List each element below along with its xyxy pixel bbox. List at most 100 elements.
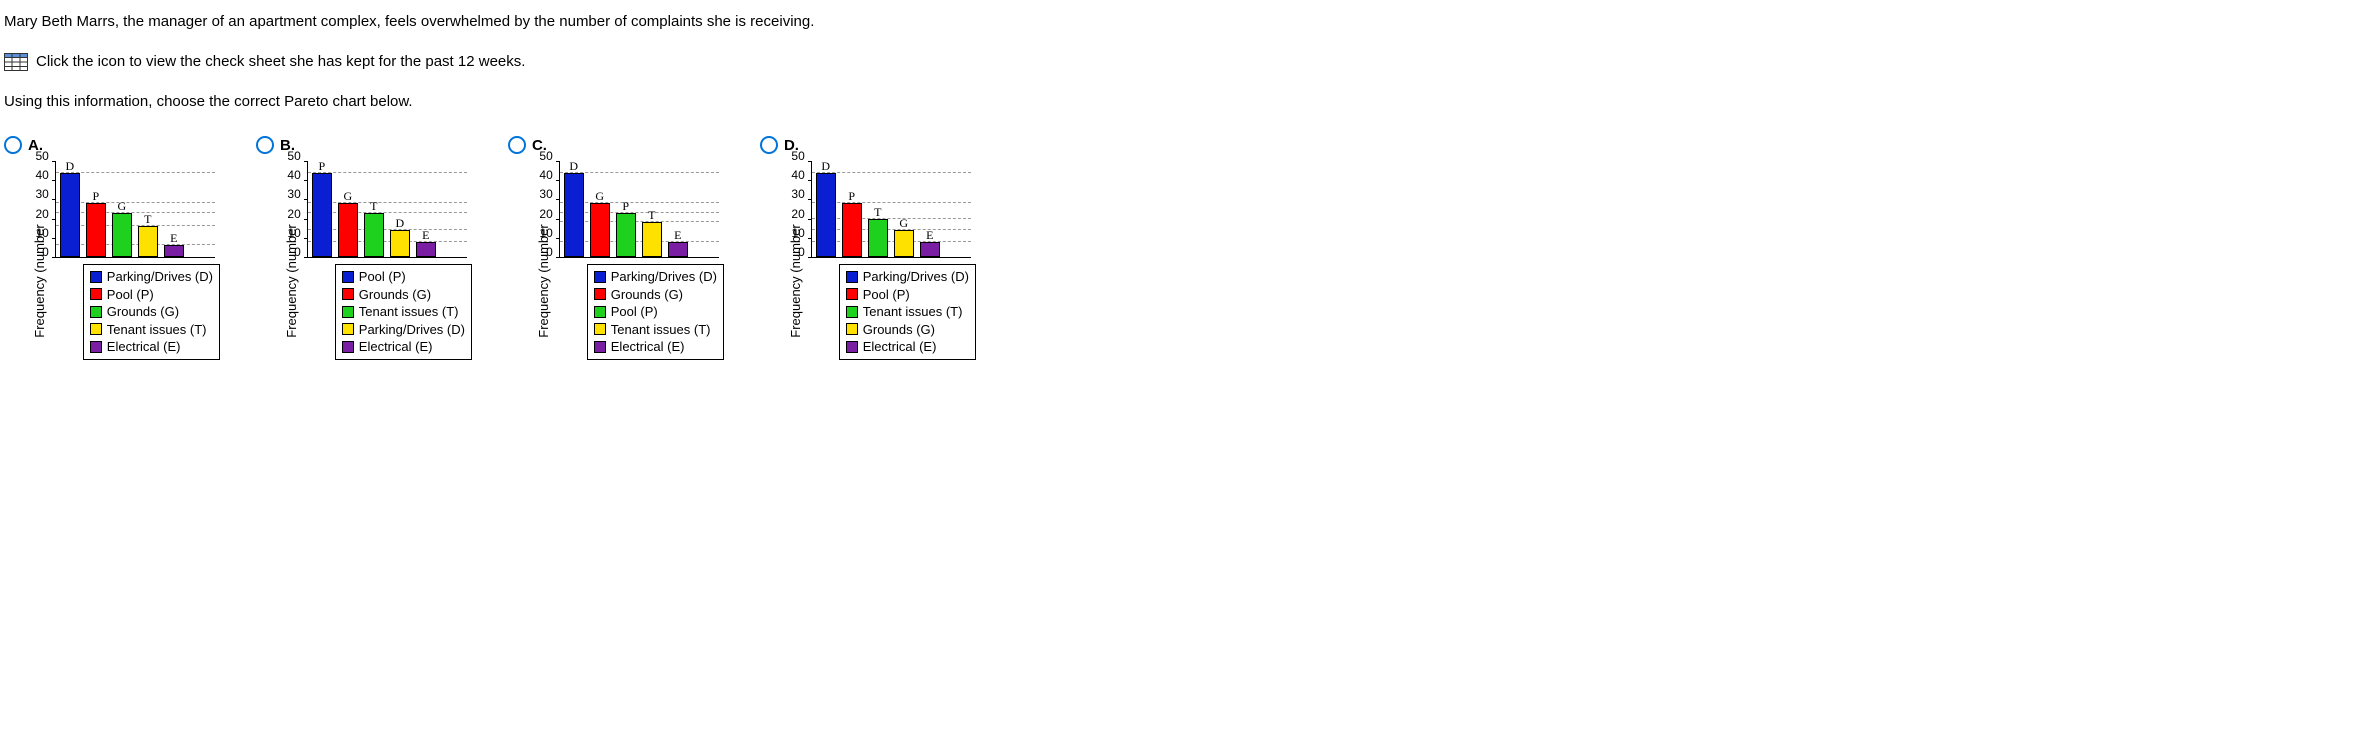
legend-item: Pool (P) [90,286,213,304]
legend-item: Tenant issues (T) [594,321,717,339]
radio-A[interactable] [4,136,22,154]
legend-swatch [342,271,354,283]
bar-E: E [668,229,688,257]
legend-label: Grounds (G) [107,303,179,321]
bar-rect [590,203,610,257]
option-D: D.Frequency (number50403020100DPTGEParki… [760,134,976,360]
intro-text: Mary Beth Marrs, the manager of an apart… [4,10,2364,34]
icon-instruction-row: Click the icon to view the check sheet s… [4,50,2364,74]
legend: Pool (P)Grounds (G)Tenant issues (T)Park… [335,264,472,360]
legend: Parking/Drives (D)Pool (P)Grounds (G)Ten… [83,264,220,360]
bar-T: T [642,209,662,257]
legend-swatch [594,288,606,300]
bar-G: G [894,217,914,257]
legend-label: Grounds (G) [359,286,431,304]
legend-label: Parking/Drives (D) [611,268,717,286]
legend-item: Parking/Drives (D) [342,321,465,339]
bar-rect [364,213,384,257]
legend-label: Parking/Drives (D) [863,268,969,286]
bar-rect [164,245,184,257]
bar-rect [842,203,862,257]
bar-letter: E [674,229,681,241]
bar-G: G [590,190,610,257]
option-label: B. [280,134,472,158]
legend-label: Parking/Drives (D) [107,268,213,286]
chart-C: Frequency (number50403020100DGPTEParking… [532,162,724,360]
legend-swatch [90,271,102,283]
bar-letter: E [170,232,177,244]
bar-D: D [60,160,80,257]
bar-rect [390,230,410,257]
bars-area: DP GT E [55,162,215,258]
legend-swatch [594,271,606,283]
legend-swatch [594,323,606,335]
bar-rect [564,173,584,257]
option-label: A. [28,134,220,158]
radio-B[interactable] [256,136,274,154]
bar-rect [668,242,688,257]
bar-letter: G [343,190,352,202]
legend-item: Grounds (G) [342,286,465,304]
legend-label: Grounds (G) [863,321,935,339]
bar-rect [86,203,106,257]
bar-E: E [164,232,184,257]
legend: Parking/Drives (D)Grounds (G)Pool (P)Ten… [587,264,724,360]
legend-label: Parking/Drives (D) [359,321,465,339]
legend-swatch [846,323,858,335]
bar-rect [338,203,358,257]
option-B: B.Frequency (number50403020100PGTDEPool … [256,134,472,360]
bar-P: P [86,190,106,257]
legend-item: Parking/Drives (D) [594,268,717,286]
legend-label: Pool (P) [611,303,658,321]
legend-item: Tenant issues (T) [342,303,465,321]
legend-swatch [90,288,102,300]
legend-label: Tenant issues (T) [107,321,207,339]
legend-item: Parking/Drives (D) [90,268,213,286]
legend: Parking/Drives (D)Pool (P)Tenant issues … [839,264,976,360]
legend-swatch [90,323,102,335]
bar-letter: G [899,217,908,229]
instruction-text: Using this information, choose the corre… [4,90,2364,114]
legend-swatch [342,306,354,318]
bar-G: G [112,200,132,257]
legend-swatch [594,341,606,353]
legend-item: Pool (P) [594,303,717,321]
chart-D: Frequency (number50403020100DPTGEParking… [784,162,976,360]
legend-item: Electrical (E) [90,338,213,356]
legend-swatch [90,306,102,318]
bar-letter: D [821,160,830,172]
bar-letter: P [92,190,99,202]
legend-item: Grounds (G) [594,286,717,304]
bar-E: E [416,229,436,257]
bar-P: P [312,160,332,257]
bar-letter: T [874,206,881,218]
bar-letter: T [648,209,655,221]
bar-P: P [842,190,862,257]
y-axis: 50403020100 [305,162,307,258]
bar-rect [868,219,888,257]
legend-item: Electrical (E) [594,338,717,356]
legend-label: Pool (P) [359,268,406,286]
legend-swatch [342,323,354,335]
bar-letter: E [422,229,429,241]
table-icon[interactable] [4,53,28,71]
bar-letter: T [144,213,151,225]
bar-D: D [390,217,410,257]
bar-rect [112,213,132,257]
legend-swatch [846,341,858,353]
y-axis: 50403020100 [809,162,811,258]
legend-swatch [846,271,858,283]
bar-rect [920,242,940,257]
legend-label: Tenant issues (T) [611,321,711,339]
legend-item: Grounds (G) [90,303,213,321]
legend-item: Tenant issues (T) [90,321,213,339]
bar-rect [816,173,836,257]
radio-D[interactable] [760,136,778,154]
bars-area: DGPTE [559,162,719,258]
legend-label: Tenant issues (T) [863,303,963,321]
legend-label: Electrical (E) [611,338,685,356]
bar-letter: E [926,229,933,241]
bar-rect [416,242,436,257]
radio-C[interactable] [508,136,526,154]
chart-B: Frequency (number50403020100PGTDEPool (P… [280,162,472,360]
